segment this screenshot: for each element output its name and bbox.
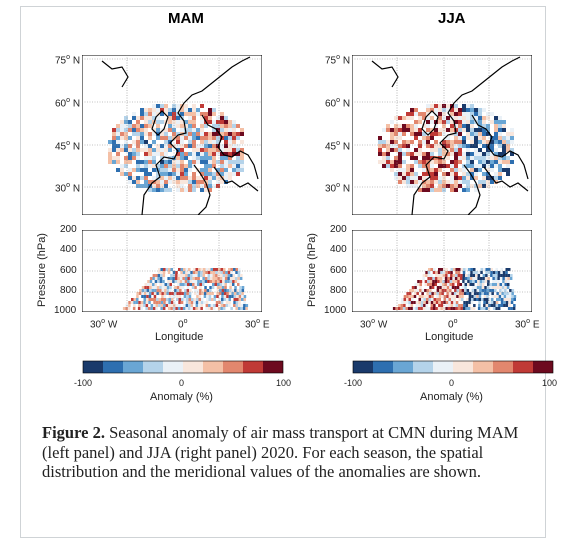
figure-caption: Figure 2. Seasonal anomaly of air mass t… [42,423,528,482]
longitude-axis-label-jja: Longitude [425,331,474,343]
pressure-tick-1000-jja: 1000 [324,305,347,316]
lat-tick-45-mam: 45o N [55,140,81,153]
profile-gridlines [82,230,262,312]
pressure-tick-1000-mam: 1000 [54,305,77,316]
anomaly-map-mam [82,55,262,215]
figure-label: Figure 2. [42,423,105,442]
pressure-tick-800-jja: 800 [330,285,347,296]
colorbar-tick-zero-mam: 0 [179,378,185,388]
pressure-profile-mam [82,230,262,312]
colorbar-tick-zero-jja: 0 [449,378,455,388]
pressure-tick-600-jja: 600 [330,265,347,276]
colorbar-label-mam: Anomaly (%) [150,391,213,403]
pressure-tick-800-mam: 800 [60,285,77,296]
colorbar-tick-max-jja: 100 [542,378,558,388]
pressure-tick-200-jja: 200 [330,224,347,235]
pressure-profile-jja [352,230,532,312]
coastline [101,56,259,215]
colorbar-jja [352,360,554,374]
colorbar-swatch [243,361,263,373]
longitude-axis-label-mam: Longitude [155,331,204,343]
colorbar-swatch [513,361,533,373]
pressure-axis-label-mam: Pressure (hPa) [36,233,48,307]
colorbar-swatch [413,361,433,373]
colorbar-tick-min-jja: -100 [344,378,363,388]
lon-tick-0-jja: 0o [448,318,458,331]
pressure-tick-200-mam: 200 [60,224,77,235]
lon-tick-0-mam: 0o [178,318,188,331]
pressure-tick-400-jja: 400 [330,244,347,255]
colorbar-swatch [163,361,183,373]
colorbar-label-jja: Anomaly (%) [420,391,483,403]
colorbar-swatch [143,361,163,373]
profile-cells [122,268,249,310]
lat-tick-45-jja: 45o N [325,140,351,153]
pressure-tick-600-mam: 600 [60,265,77,276]
colorbar-swatch [353,361,373,373]
colorbar-swatch [103,361,123,373]
lon-tick-30e-mam: 30o E [245,318,270,331]
lat-tick-60-jja: 60o N [325,97,351,110]
coastline [371,56,529,215]
colorbar-swatch [453,361,473,373]
colorbar-swatch [373,361,393,373]
colorbar-swatch [493,361,513,373]
colorbar-mam [82,360,284,374]
lat-tick-60-mam: 60o N [55,97,81,110]
profile-cells [392,268,517,310]
colorbar-swatch [183,361,203,373]
lat-tick-75-jja: 75o N [325,54,351,67]
anomaly-cells [108,104,244,192]
colorbar-swatch [123,361,143,373]
lat-tick-75-mam: 75o N [55,54,81,67]
profile-gridlines [352,230,532,312]
pressure-axis-label-jja: Pressure (hPa) [306,233,318,307]
pressure-tick-400-mam: 400 [60,244,77,255]
map-gridlines [352,55,532,215]
lon-tick-30w-mam: 30o W [90,318,118,331]
colorbar-swatch [473,361,493,373]
colorbar-tick-max-mam: 100 [276,378,292,388]
colorbar-swatch [83,361,103,373]
colorbar-swatch [393,361,413,373]
panel-title-jja: JJA [438,10,466,27]
colorbar-swatch [263,361,283,373]
lon-tick-30e-jja: 30o E [515,318,540,331]
colorbar-tick-min-mam: -100 [74,378,93,388]
colorbar-swatch [433,361,453,373]
lat-tick-30-mam: 30o N [55,182,81,195]
panel-title-mam: MAM [168,10,204,27]
anomaly-map-jja [352,55,532,215]
colorbar-swatch [203,361,223,373]
colorbar-swatch [533,361,553,373]
lon-tick-30w-jja: 30o W [360,318,388,331]
colorbar-swatch [223,361,243,373]
caption-text: Seasonal anomaly of air mass transport a… [42,423,519,481]
anomaly-cells [378,104,514,192]
lat-tick-30-jja: 30o N [325,182,351,195]
